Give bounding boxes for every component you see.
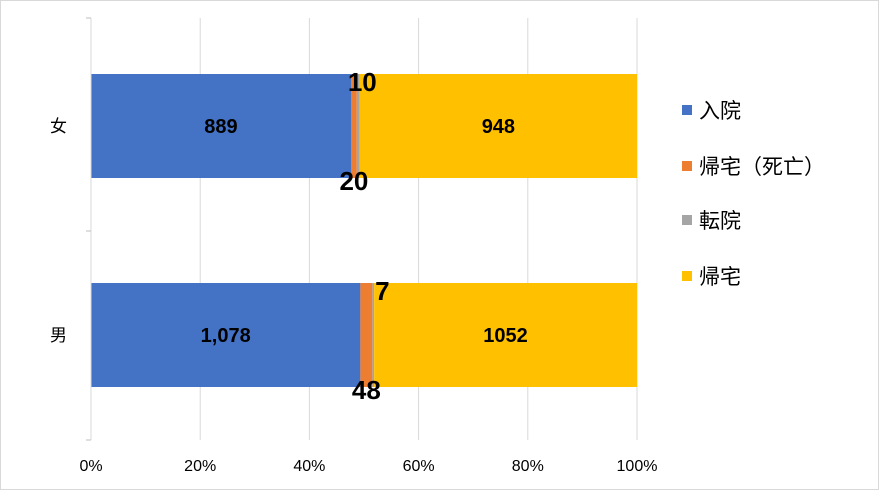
data-label: 10	[348, 67, 377, 97]
legend-label: 入院	[699, 99, 741, 123]
legend-swatch	[682, 215, 692, 225]
legend-label: 帰宅（死亡）	[699, 155, 825, 179]
category-label: 女	[50, 117, 67, 137]
data-label: 948	[482, 116, 515, 138]
bar-segment	[359, 74, 637, 178]
x-tick-label: 80%	[512, 458, 544, 475]
bar-segment	[360, 283, 373, 387]
category-label: 男	[50, 326, 67, 346]
x-tick-label: 40%	[293, 458, 325, 475]
legend-swatch	[682, 161, 692, 171]
data-labels: 889 948 20 10 1,078 1052 48 7	[201, 67, 528, 405]
x-tick-label: 0%	[79, 458, 102, 475]
bar-segment	[91, 283, 361, 387]
axes: 0% 20% 40% 60% 80% 100% 女男	[50, 17, 658, 475]
legend-swatch	[682, 105, 692, 115]
data-label: 20	[339, 166, 368, 196]
data-label: 7	[375, 276, 389, 306]
data-label: 1,078	[201, 325, 251, 347]
legend-label: 帰宅	[699, 265, 741, 289]
legend-label: 転院	[699, 209, 741, 233]
bar-segment	[350, 74, 357, 178]
data-label: 48	[352, 375, 381, 405]
legend-swatch	[682, 271, 692, 281]
bar-segment	[91, 74, 351, 178]
data-label: 889	[204, 116, 237, 138]
bars	[91, 74, 637, 387]
bar-segment	[372, 283, 375, 387]
data-label: 1052	[483, 325, 528, 347]
x-tick-label: 60%	[403, 458, 435, 475]
bar-segment	[356, 74, 360, 178]
bar-segment	[374, 283, 637, 387]
x-tick-label: 20%	[184, 458, 216, 475]
x-tick-label: 100%	[617, 458, 658, 475]
